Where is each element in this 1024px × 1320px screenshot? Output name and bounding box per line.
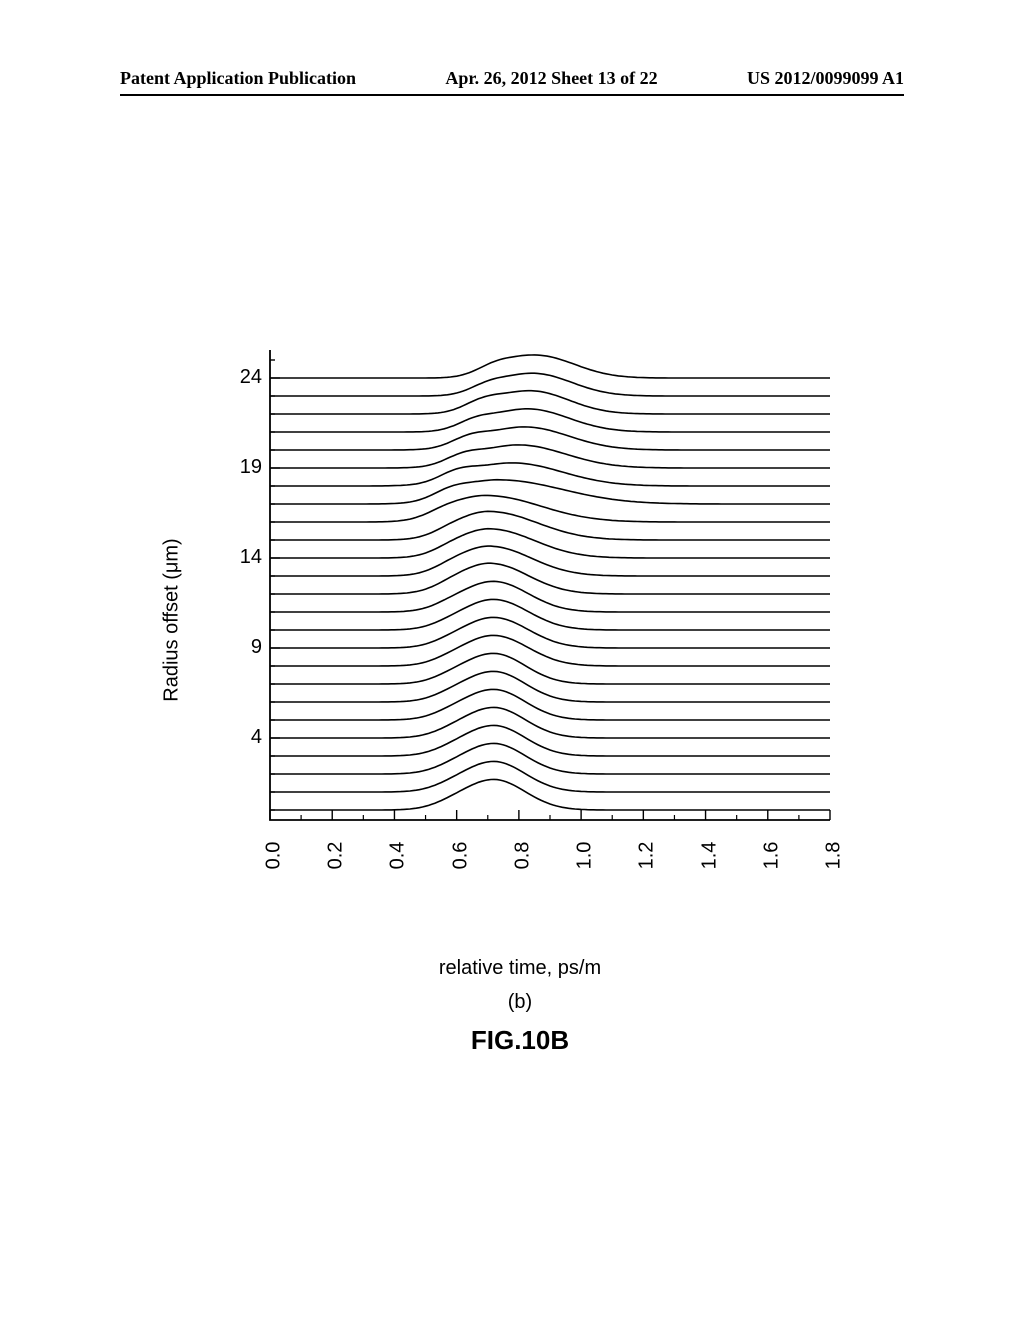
- trace-line: [270, 495, 830, 522]
- x-tick-label: 0.2: [325, 842, 348, 870]
- y-tick-label: 9: [222, 636, 262, 659]
- trace-line: [270, 743, 830, 774]
- trace-line: [270, 779, 830, 810]
- x-tick-label: 0.6: [449, 842, 472, 870]
- trace-line: [270, 391, 830, 414]
- trace-line: [270, 427, 830, 450]
- y-tick-label: 19: [222, 456, 262, 479]
- trace-line: [270, 409, 830, 432]
- trace-line: [270, 707, 830, 738]
- trace-line: [270, 725, 830, 756]
- figure-container: Radius offset (μm) 49141924 0.00.20.40.6…: [200, 340, 840, 900]
- header-left: Patent Application Publication: [120, 68, 356, 89]
- x-axis-label: relative time, ps/m: [439, 957, 601, 980]
- trace-line: [270, 373, 830, 396]
- trace-line: [270, 671, 830, 702]
- y-axis-label: Radius offset (μm): [161, 538, 184, 701]
- x-tick-label: 1.4: [698, 842, 721, 870]
- trace-line: [270, 761, 830, 792]
- header-mid: Apr. 26, 2012 Sheet 13 of 22: [445, 68, 657, 89]
- trace-line: [270, 529, 830, 558]
- trace-line: [270, 480, 830, 504]
- x-tick-label: 0.4: [387, 842, 410, 870]
- trace-line: [270, 355, 830, 378]
- trace-line: [270, 563, 830, 594]
- x-tick-label: 0.8: [511, 842, 534, 870]
- figure-number: FIG.10B: [471, 1025, 569, 1056]
- x-tick-label: 0.0: [262, 842, 285, 870]
- header-right: US 2012/0099099 A1: [747, 68, 904, 89]
- trace-line: [270, 463, 830, 486]
- waterfall-plot: [200, 340, 840, 900]
- y-tick-label: 14: [222, 546, 262, 569]
- page-header: Patent Application Publication Apr. 26, …: [0, 68, 1024, 89]
- y-tick-label: 24: [222, 366, 262, 389]
- header-rule: [120, 94, 904, 96]
- subfigure-label: (b): [508, 991, 532, 1014]
- trace-line: [270, 689, 830, 720]
- trace-line: [270, 511, 830, 540]
- x-tick-label: 1.6: [760, 842, 783, 870]
- trace-line: [270, 445, 830, 468]
- x-tick-label: 1.2: [636, 842, 659, 870]
- trace-line: [270, 546, 830, 576]
- x-tick-label: 1.0: [574, 842, 597, 870]
- x-tick-label: 1.8: [822, 842, 845, 870]
- y-tick-label: 4: [222, 726, 262, 749]
